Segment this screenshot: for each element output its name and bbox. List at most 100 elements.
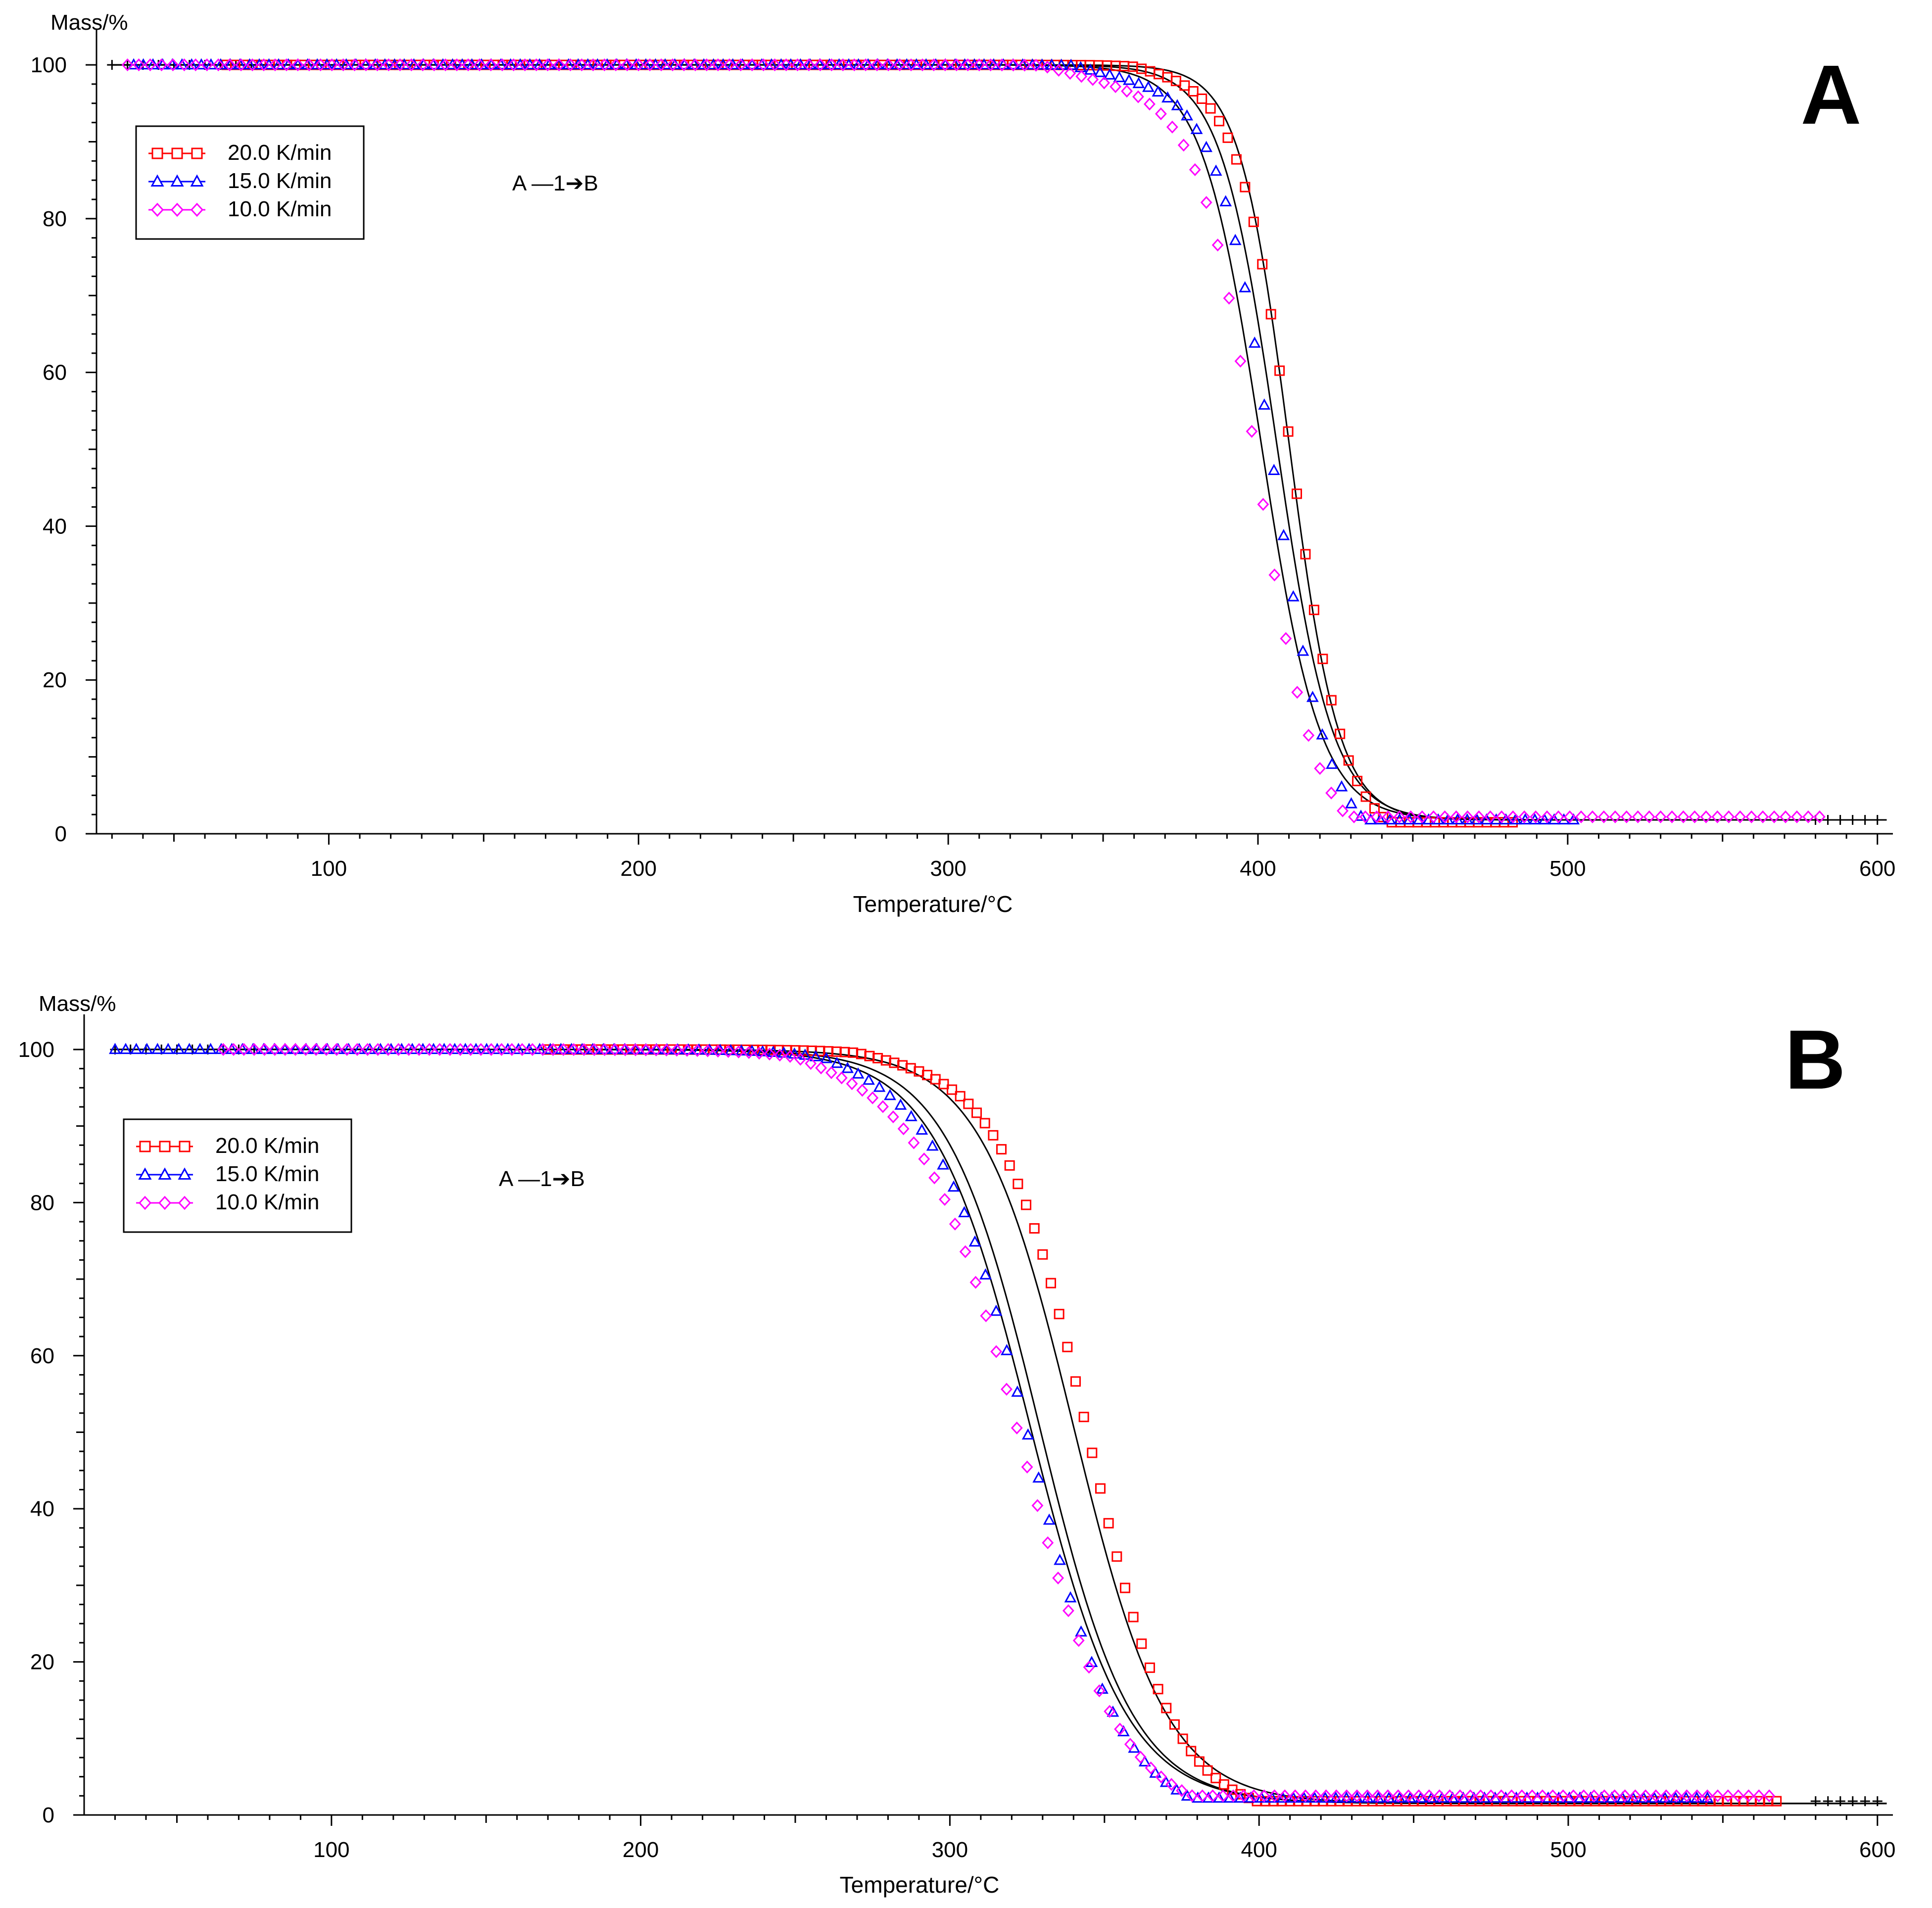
data-point-15	[195, 58, 208, 70]
data-point-10	[1042, 1536, 1054, 1549]
data-point-10	[1791, 810, 1803, 823]
data-point-10	[372, 1043, 384, 1056]
data-point-15	[572, 58, 584, 70]
data-point-10	[1223, 291, 1235, 305]
data-point-10	[144, 58, 156, 72]
data-point-20	[1231, 154, 1242, 165]
legend-label-10: 10.0 K/min	[228, 197, 332, 221]
data-point-15	[1026, 58, 1039, 70]
data-point-10	[1763, 1789, 1776, 1803]
x-tick-label: 500	[1549, 857, 1586, 881]
data-point-10	[939, 58, 951, 72]
data-point-10	[290, 1043, 301, 1056]
data-point-10	[1186, 1789, 1198, 1803]
data-point-10	[1143, 97, 1156, 111]
data-point-15	[1470, 813, 1483, 825]
data-point-10	[1030, 58, 1042, 72]
data-point-10	[155, 58, 168, 72]
data-point-15	[958, 58, 971, 70]
data-point-10	[405, 58, 418, 72]
data-point-10	[949, 1217, 961, 1231]
data-point-10	[894, 58, 906, 72]
data-point-10	[655, 58, 668, 72]
legend-marker-10	[178, 1195, 192, 1210]
data-point-10	[1530, 810, 1542, 823]
data-point-15	[1032, 1471, 1045, 1483]
fit-curve-20	[115, 1049, 1887, 1805]
data-point-10	[1526, 1789, 1539, 1803]
data-point-10	[291, 58, 304, 72]
data-point-10	[1121, 85, 1133, 98]
data-point-10	[1207, 1789, 1219, 1803]
data-point-10	[598, 58, 611, 72]
data-point-10	[1268, 568, 1281, 581]
data-point-10	[495, 1043, 508, 1056]
x-tick-label: 200	[623, 1838, 659, 1862]
data-point-10	[484, 58, 497, 72]
data-point-10	[598, 1043, 611, 1056]
data-point-15	[1181, 109, 1193, 121]
data-point-10	[413, 1043, 425, 1056]
x-tick-label: 100	[311, 857, 347, 881]
data-point-10	[382, 1043, 394, 1056]
data-point-10	[1753, 1789, 1765, 1803]
data-point-10	[1341, 1789, 1353, 1803]
data-point-15	[1229, 234, 1242, 245]
data-point-15	[1248, 336, 1261, 348]
data-point-10	[190, 58, 202, 72]
data-point-10	[1200, 196, 1212, 209]
data-point-10	[650, 1043, 662, 1056]
data-point-10	[1052, 1572, 1064, 1585]
data-point-10	[1427, 810, 1440, 823]
data-point-15	[894, 1098, 907, 1110]
data-point-10	[439, 58, 452, 72]
data-point-10	[825, 58, 838, 72]
data-point-15	[533, 58, 546, 70]
data-point-10	[734, 58, 747, 72]
data-point-15	[1605, 1791, 1618, 1803]
data-point-20	[1128, 1612, 1139, 1622]
x-tick-label: 600	[1859, 1838, 1895, 1862]
data-point-10	[258, 58, 270, 72]
data-point-10	[848, 58, 861, 72]
data-point-10	[1134, 1751, 1147, 1764]
data-point-20	[1103, 1518, 1114, 1528]
data-point-15	[1075, 1625, 1087, 1637]
data-point-10	[1075, 70, 1088, 83]
data-point-10	[1536, 1789, 1548, 1803]
data-point-20	[1335, 728, 1346, 739]
data-point-15	[1277, 528, 1290, 540]
data-point-10	[1711, 810, 1724, 823]
data-point-10	[784, 1049, 796, 1063]
data-point-20	[1046, 1278, 1056, 1288]
data-point-20	[1169, 1719, 1180, 1730]
data-point-15	[726, 58, 739, 70]
fit-curve-10	[115, 1049, 1887, 1805]
data-point-10	[825, 1066, 837, 1079]
data-point-10	[837, 58, 849, 72]
data-point-10	[1745, 810, 1758, 823]
data-point-10	[887, 1110, 899, 1124]
data-point-10	[1359, 810, 1371, 823]
data-point-10	[224, 58, 236, 72]
data-point-20	[1087, 1447, 1098, 1458]
data-point-15	[926, 1139, 939, 1151]
data-point-10	[1575, 810, 1587, 823]
data-point-15	[1403, 813, 1416, 825]
data-point-10	[1280, 632, 1292, 645]
legend-marker-20	[139, 1141, 151, 1152]
fit-endpoint-marker	[1847, 815, 1858, 825]
data-point-20	[1177, 1733, 1188, 1744]
panel-b-label: B	[1785, 1013, 1846, 1107]
y-tick-label: 0	[55, 822, 67, 846]
data-point-10	[303, 58, 315, 72]
data-point-15	[697, 58, 710, 70]
data-point-15	[916, 1123, 928, 1135]
data-point-15	[873, 1081, 886, 1092]
data-point-10	[1087, 73, 1099, 86]
data-point-10	[587, 58, 599, 72]
fit-endpoint-marker	[1860, 815, 1870, 825]
data-point-10	[769, 58, 781, 72]
data-point-15	[1374, 813, 1387, 825]
data-point-20	[1037, 1249, 1048, 1260]
